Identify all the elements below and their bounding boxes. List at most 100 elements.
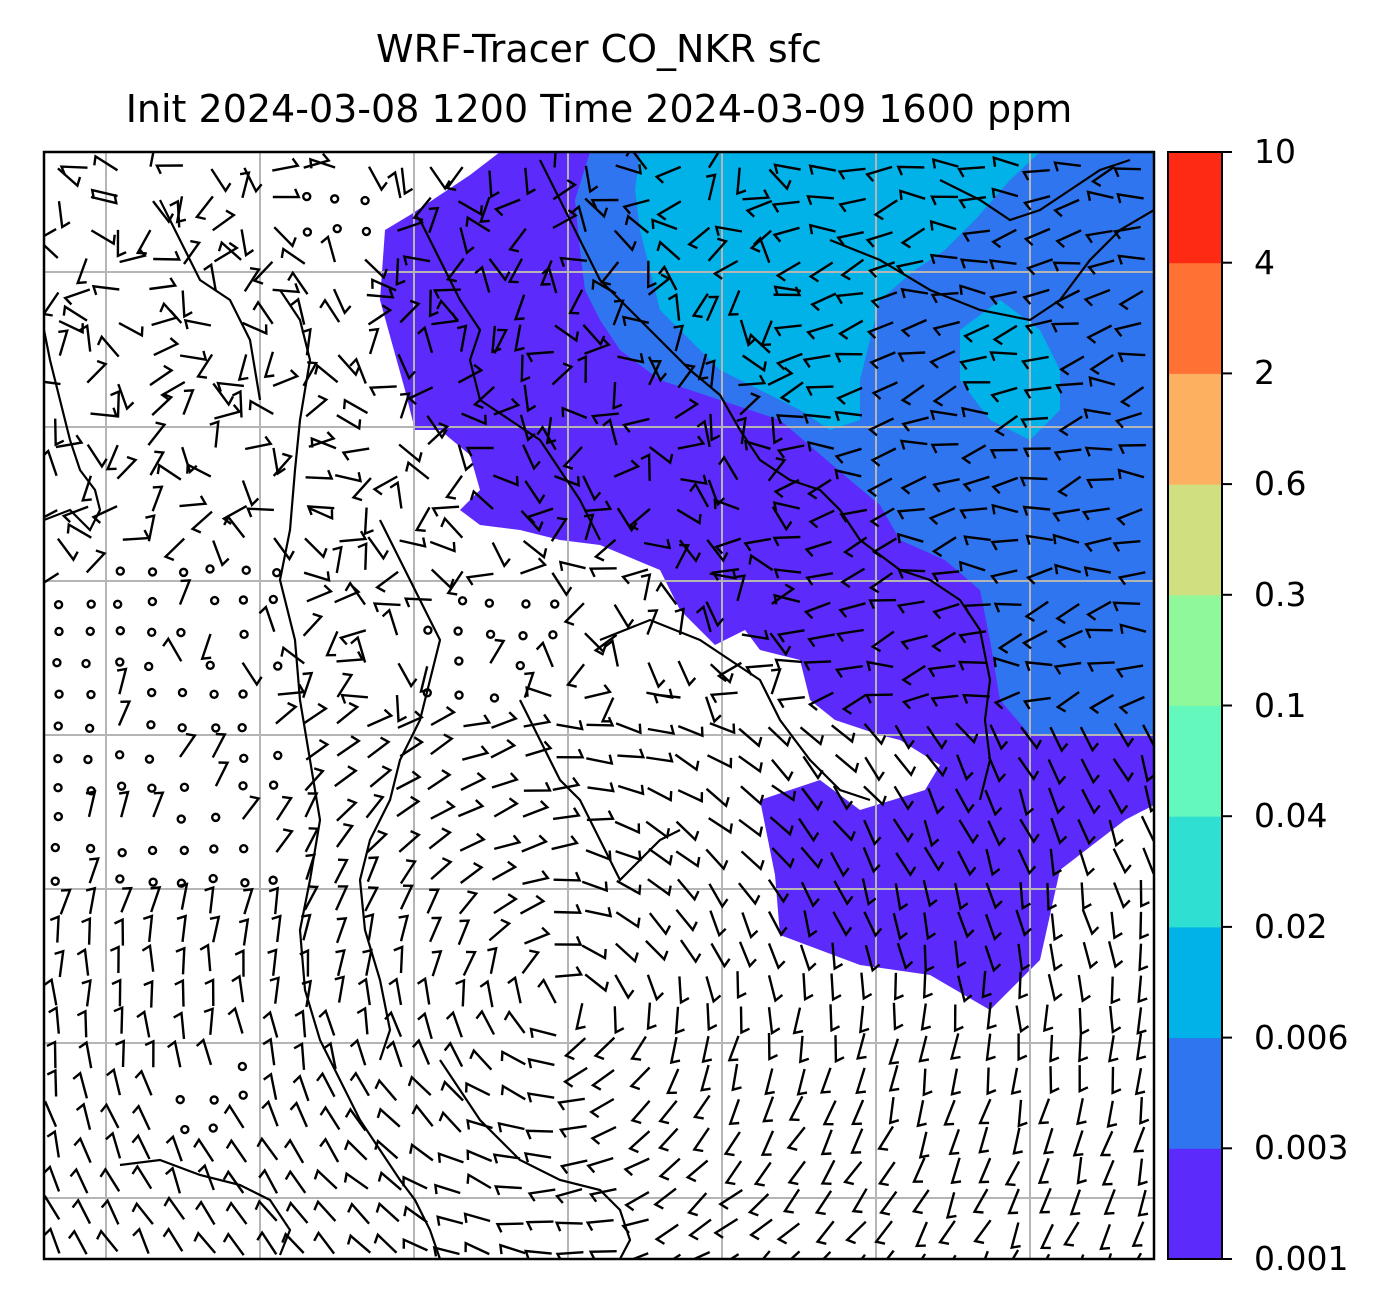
wind-barb — [147, 421, 167, 446]
wind-barb — [162, 636, 183, 662]
wind-barb — [738, 374, 767, 387]
wind-barb — [176, 914, 188, 943]
wind-barb — [523, 713, 552, 728]
wind-barb — [586, 1156, 614, 1174]
wind-barb — [931, 570, 960, 583]
wind-barb — [991, 476, 1019, 495]
wind-barb — [893, 753, 917, 777]
wind-barb — [617, 748, 646, 759]
wind-barb — [91, 284, 120, 296]
wind-barb — [696, 419, 711, 448]
wind-barb — [522, 444, 541, 471]
wind-barb — [393, 945, 404, 974]
wind-barb — [820, 1159, 836, 1185]
calm-wind-marker — [117, 847, 127, 858]
colorbar-tick-label: 0.1 — [1254, 685, 1307, 725]
wind-barb — [152, 791, 165, 818]
wind-barb — [163, 1195, 186, 1220]
wind-barb — [277, 683, 306, 696]
wind-barb — [344, 1107, 367, 1132]
wind-barb — [110, 389, 121, 418]
wind-barb — [602, 417, 618, 446]
wind-barb — [462, 950, 477, 977]
wind-barb — [562, 1066, 588, 1088]
wind-barb — [525, 685, 552, 698]
wind-barb — [640, 573, 652, 601]
wind-barb — [593, 538, 617, 562]
wind-barb — [469, 489, 494, 510]
wind-barb — [1052, 533, 1080, 545]
calm-wind-marker — [144, 661, 154, 672]
wind-barb — [204, 885, 215, 914]
wind-barb — [901, 664, 926, 686]
wind-barb — [706, 1003, 718, 1032]
wind-barb — [1101, 1159, 1115, 1186]
wind-barb — [252, 300, 274, 325]
wind-barb — [44, 291, 60, 317]
wind-barb — [830, 724, 856, 744]
wind-barb — [658, 1157, 681, 1181]
wind-barb — [178, 579, 192, 606]
wind-barb — [186, 462, 212, 478]
wind-barb — [930, 631, 957, 653]
wind-barb — [430, 568, 455, 590]
wind-barb — [145, 514, 156, 542]
wind-barb — [367, 166, 388, 192]
wind-barb — [258, 604, 276, 633]
wind-barb — [899, 439, 928, 450]
wind-barb — [945, 1191, 957, 1219]
wind-barb — [456, 324, 468, 352]
wind-barb — [349, 1071, 370, 1097]
calm-wind-marker — [521, 599, 531, 609]
wind-barb — [612, 299, 625, 326]
calm-wind-marker — [112, 599, 123, 609]
wind-barb — [175, 196, 187, 224]
wind-barb — [623, 1157, 650, 1177]
wind-barb — [960, 444, 987, 465]
wind-barb — [892, 1002, 904, 1031]
wind-barb — [1131, 1221, 1145, 1247]
calm-wind-marker — [178, 567, 189, 578]
wind-barb — [563, 1037, 587, 1061]
wind-barb — [280, 645, 305, 665]
wind-barb — [957, 850, 977, 877]
wind-barb — [1055, 382, 1084, 394]
wind-barb — [141, 943, 155, 972]
wind-barb — [803, 601, 831, 620]
wind-barb — [646, 752, 674, 763]
wind-barb — [1112, 882, 1131, 909]
wind-barb — [554, 903, 582, 914]
wind-barb — [283, 1138, 305, 1164]
wind-barb — [75, 258, 88, 285]
wind-barb — [745, 664, 774, 676]
wind-barb — [928, 350, 956, 369]
wind-barb — [105, 1067, 122, 1096]
wind-barb — [613, 603, 635, 630]
calm-wind-marker — [211, 723, 221, 733]
calm-wind-marker — [239, 629, 249, 640]
wind-barb — [685, 1159, 709, 1183]
wind-barb — [513, 294, 526, 321]
wind-barb — [799, 944, 817, 972]
wind-barb — [775, 414, 804, 425]
wind-barb — [769, 632, 792, 657]
wind-barb — [743, 537, 772, 552]
wind-barb — [372, 475, 398, 496]
wind-barb — [922, 1068, 933, 1097]
colorbar-segment — [1168, 484, 1222, 596]
wind-barb — [950, 1068, 961, 1096]
wind-barb — [402, 255, 431, 266]
wind-barb — [774, 658, 803, 669]
wind-barb — [930, 694, 959, 707]
wind-barb — [705, 848, 729, 871]
wind-barb — [773, 478, 800, 499]
wind-barb — [771, 200, 800, 213]
wind-barb — [86, 359, 108, 384]
wind-barb — [834, 1035, 845, 1064]
wind-barb — [334, 975, 345, 1003]
wind-barb — [987, 820, 1007, 847]
wind-barb — [879, 1190, 898, 1216]
wind-barb — [430, 800, 457, 820]
wind-barb — [555, 966, 584, 978]
wind-barb — [1004, 1160, 1021, 1187]
